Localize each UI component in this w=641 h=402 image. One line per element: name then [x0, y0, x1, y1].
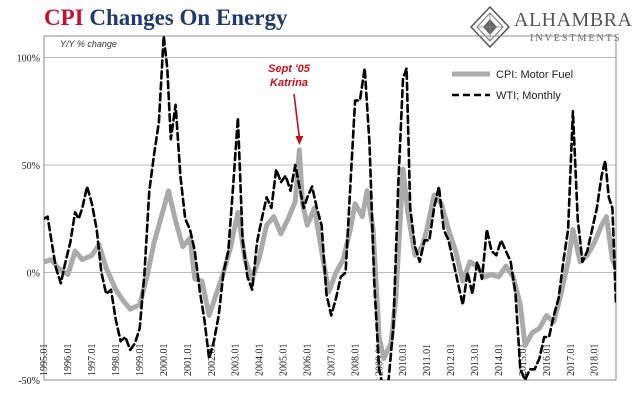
- x-tick-label: 2017.01: [566, 344, 577, 377]
- legend-label-wti: WTI; Monthly: [496, 90, 561, 102]
- x-tick-label: 2018.01: [590, 344, 601, 377]
- x-tick-label: 2012.01: [446, 344, 457, 377]
- y-tick-label: 0%: [27, 269, 40, 280]
- x-tick-label: 1995.01: [39, 344, 50, 377]
- annotation-arrow: [293, 93, 301, 139]
- series-line-1: [44, 36, 616, 380]
- x-tick-label: 2002.01: [207, 344, 218, 377]
- y-tick-label: -50%: [18, 376, 40, 387]
- x-tick-labels: 1995.01 1996.01 1997.01 1998.01 1999.01 2000.…: [39, 343, 600, 376]
- x-tick-label: 1998.01: [111, 344, 122, 377]
- x-tick-label: 1999.01: [135, 344, 146, 377]
- logo-tagline: INVESTMENTS: [530, 33, 622, 44]
- annotation-arrowhead: [295, 136, 304, 145]
- x-tick-label: 1997.01: [87, 344, 98, 377]
- annotation-line2: Katrina: [270, 77, 308, 89]
- y-tick-label: 50%: [22, 161, 40, 172]
- x-tick-label: 2001.01: [183, 344, 194, 377]
- chart-title: CPI Changes On Energy: [44, 5, 287, 31]
- y-tick-label: 100%: [17, 54, 40, 65]
- x-tick-label: 2011.01: [422, 344, 433, 376]
- series-line-0: [44, 147, 616, 361]
- title-cpi: CPI: [44, 5, 84, 30]
- x-tick-label: 2016.01: [542, 344, 553, 377]
- plot-frame: [43, 35, 617, 381]
- x-tick-label: 2000.01: [159, 344, 170, 377]
- annotation-line1: Sept '05: [268, 63, 311, 75]
- chart-grid: [44, 57, 616, 273]
- y-tick-labels: 100% 50% 0% -50%: [17, 54, 40, 388]
- x-tick-label: 2004.01: [255, 344, 266, 377]
- legend: CPI: Motor Fuel WTI; Monthly: [452, 69, 573, 102]
- x-tick-label: 2007.01: [326, 344, 337, 377]
- x-tick-label: 2008.01: [350, 344, 361, 377]
- x-tick-label: 2010.01: [398, 344, 409, 377]
- x-tick-label: 2006.01: [303, 344, 314, 377]
- x-tick-label: 2005.01: [279, 344, 290, 377]
- title-rest: Changes On Energy: [89, 5, 288, 30]
- y-axis-label: Y/Y % change: [60, 39, 117, 49]
- legend-label-motor-fuel: CPI: Motor Fuel: [496, 69, 573, 81]
- x-tick-label: 2013.01: [470, 344, 481, 377]
- x-tick-label: 2014.01: [494, 343, 505, 376]
- series-lines: [44, 36, 616, 380]
- x-tick-label: 2003.01: [231, 344, 242, 377]
- alhambra-logo: ALHAMBRA INVESTMENTS: [469, 5, 638, 50]
- katrina-annotation: Sept '05 Katrina: [268, 63, 311, 145]
- x-tick-label: 2015.01: [518, 344, 529, 377]
- logo-name: ALHAMBRA: [514, 9, 633, 31]
- alhambra-diamond-logo-icon: [469, 5, 511, 49]
- x-tick-label: 1996.01: [63, 344, 74, 377]
